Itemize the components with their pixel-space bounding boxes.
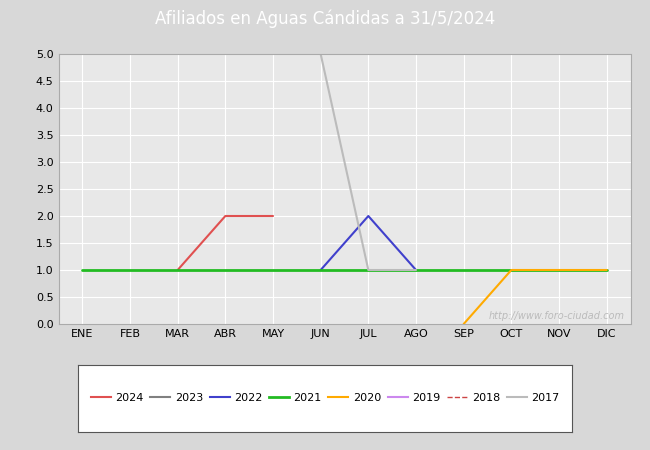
Legend: 2024, 2023, 2022, 2021, 2020, 2019, 2018, 2017: 2024, 2023, 2022, 2021, 2020, 2019, 2018… [88,390,562,407]
Text: http://www.foro-ciudad.com: http://www.foro-ciudad.com [489,311,625,321]
Text: Afiliados en Aguas Cándidas a 31/5/2024: Afiliados en Aguas Cándidas a 31/5/2024 [155,10,495,28]
